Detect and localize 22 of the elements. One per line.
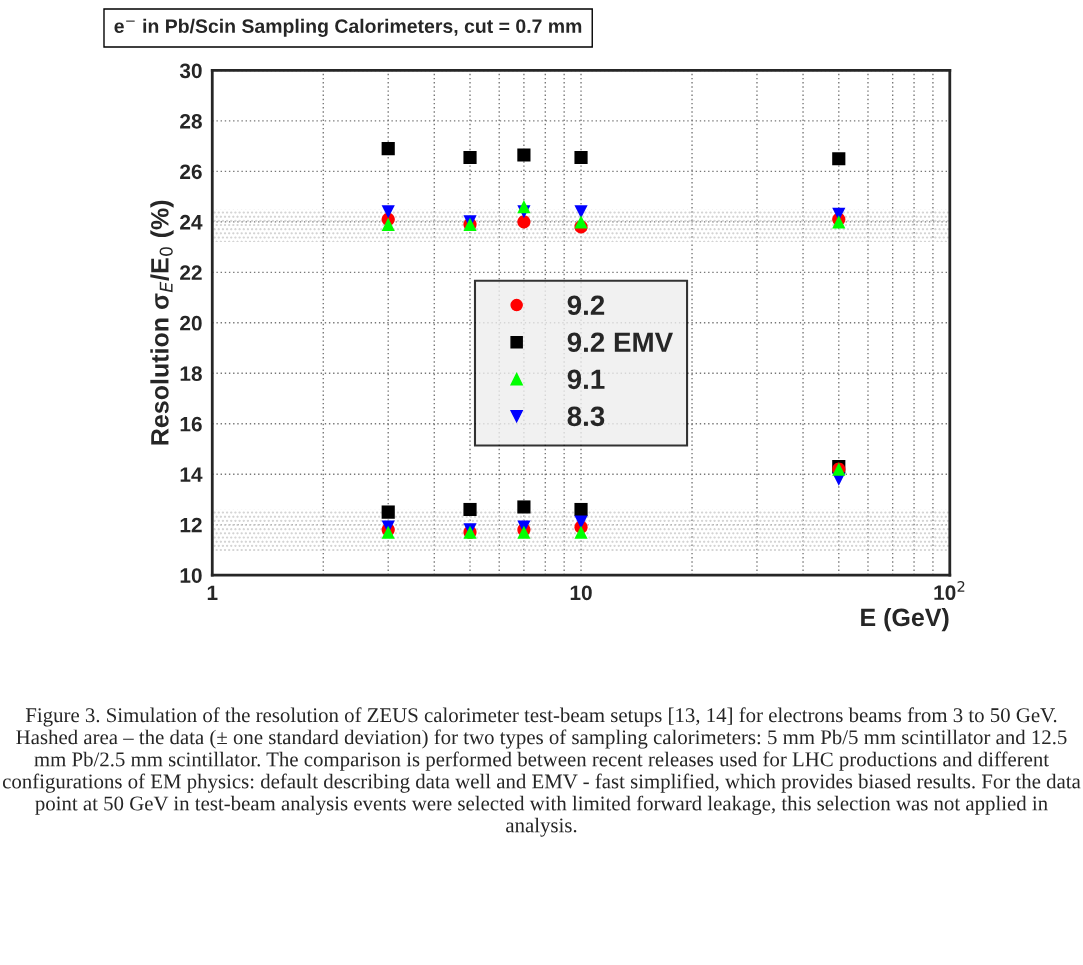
caption: Figure 3. Simulation of the resolution of ZEUS calorimeter test-beam setups [13, 14] for electrons beams from 3 to 50 GeV. Hashed area – the data (± one standard deviation) for two types of sampling calorimeters: 5 mm Pb/5 mm scintillator and 12.5 mm Pb/2.5 mm scintillator. The comparison is performed between recent releases used for LHC productions and different configurations of EM physics: default describing data well and EMV - fast simplified, which provides biased results. For the data point at 50 GeV in test-beam analysis events were selected with limited forward leakage, this selection was not applied in analysis. [2, 707, 1081, 837]
legend-label: 9.2 [567, 295, 605, 316]
y-tick-label: 14 [180, 467, 203, 482]
y-tick-label: 30 [179, 63, 202, 79]
y-tick-label: 28 [180, 113, 202, 129]
legend-label: 8.3 [567, 406, 605, 427]
x-axis-title: E (GeV) [861, 607, 949, 632]
x-tick-label: 1 [207, 585, 218, 600]
y-axis-title: Resolution σ$_{E}$/E$_{0}$ (%) [150, 200, 174, 445]
y-tick-label: 16 [180, 416, 202, 432]
chart-title: e$^{−}$ in Pb/Scin Sampling Calorimeters, cut = 0.7 mm [114, 18, 582, 37]
legend-label: 9.1 [567, 369, 605, 390]
y-tick-label: 10 [180, 568, 202, 583]
y-tick-label: 22 [180, 265, 202, 280]
x-tick-label: 10$^{2}$ [934, 581, 965, 601]
y-tick-label: 26 [180, 164, 202, 180]
y-tick-label: 20 [180, 315, 202, 331]
legend-label: 9.2 EMV [567, 332, 673, 353]
y-tick-label: 24 [180, 214, 203, 230]
y-tick-label: 12 [180, 517, 202, 533]
y-tick-label: 18 [180, 366, 202, 382]
x-tick-label: 10 [570, 585, 592, 601]
